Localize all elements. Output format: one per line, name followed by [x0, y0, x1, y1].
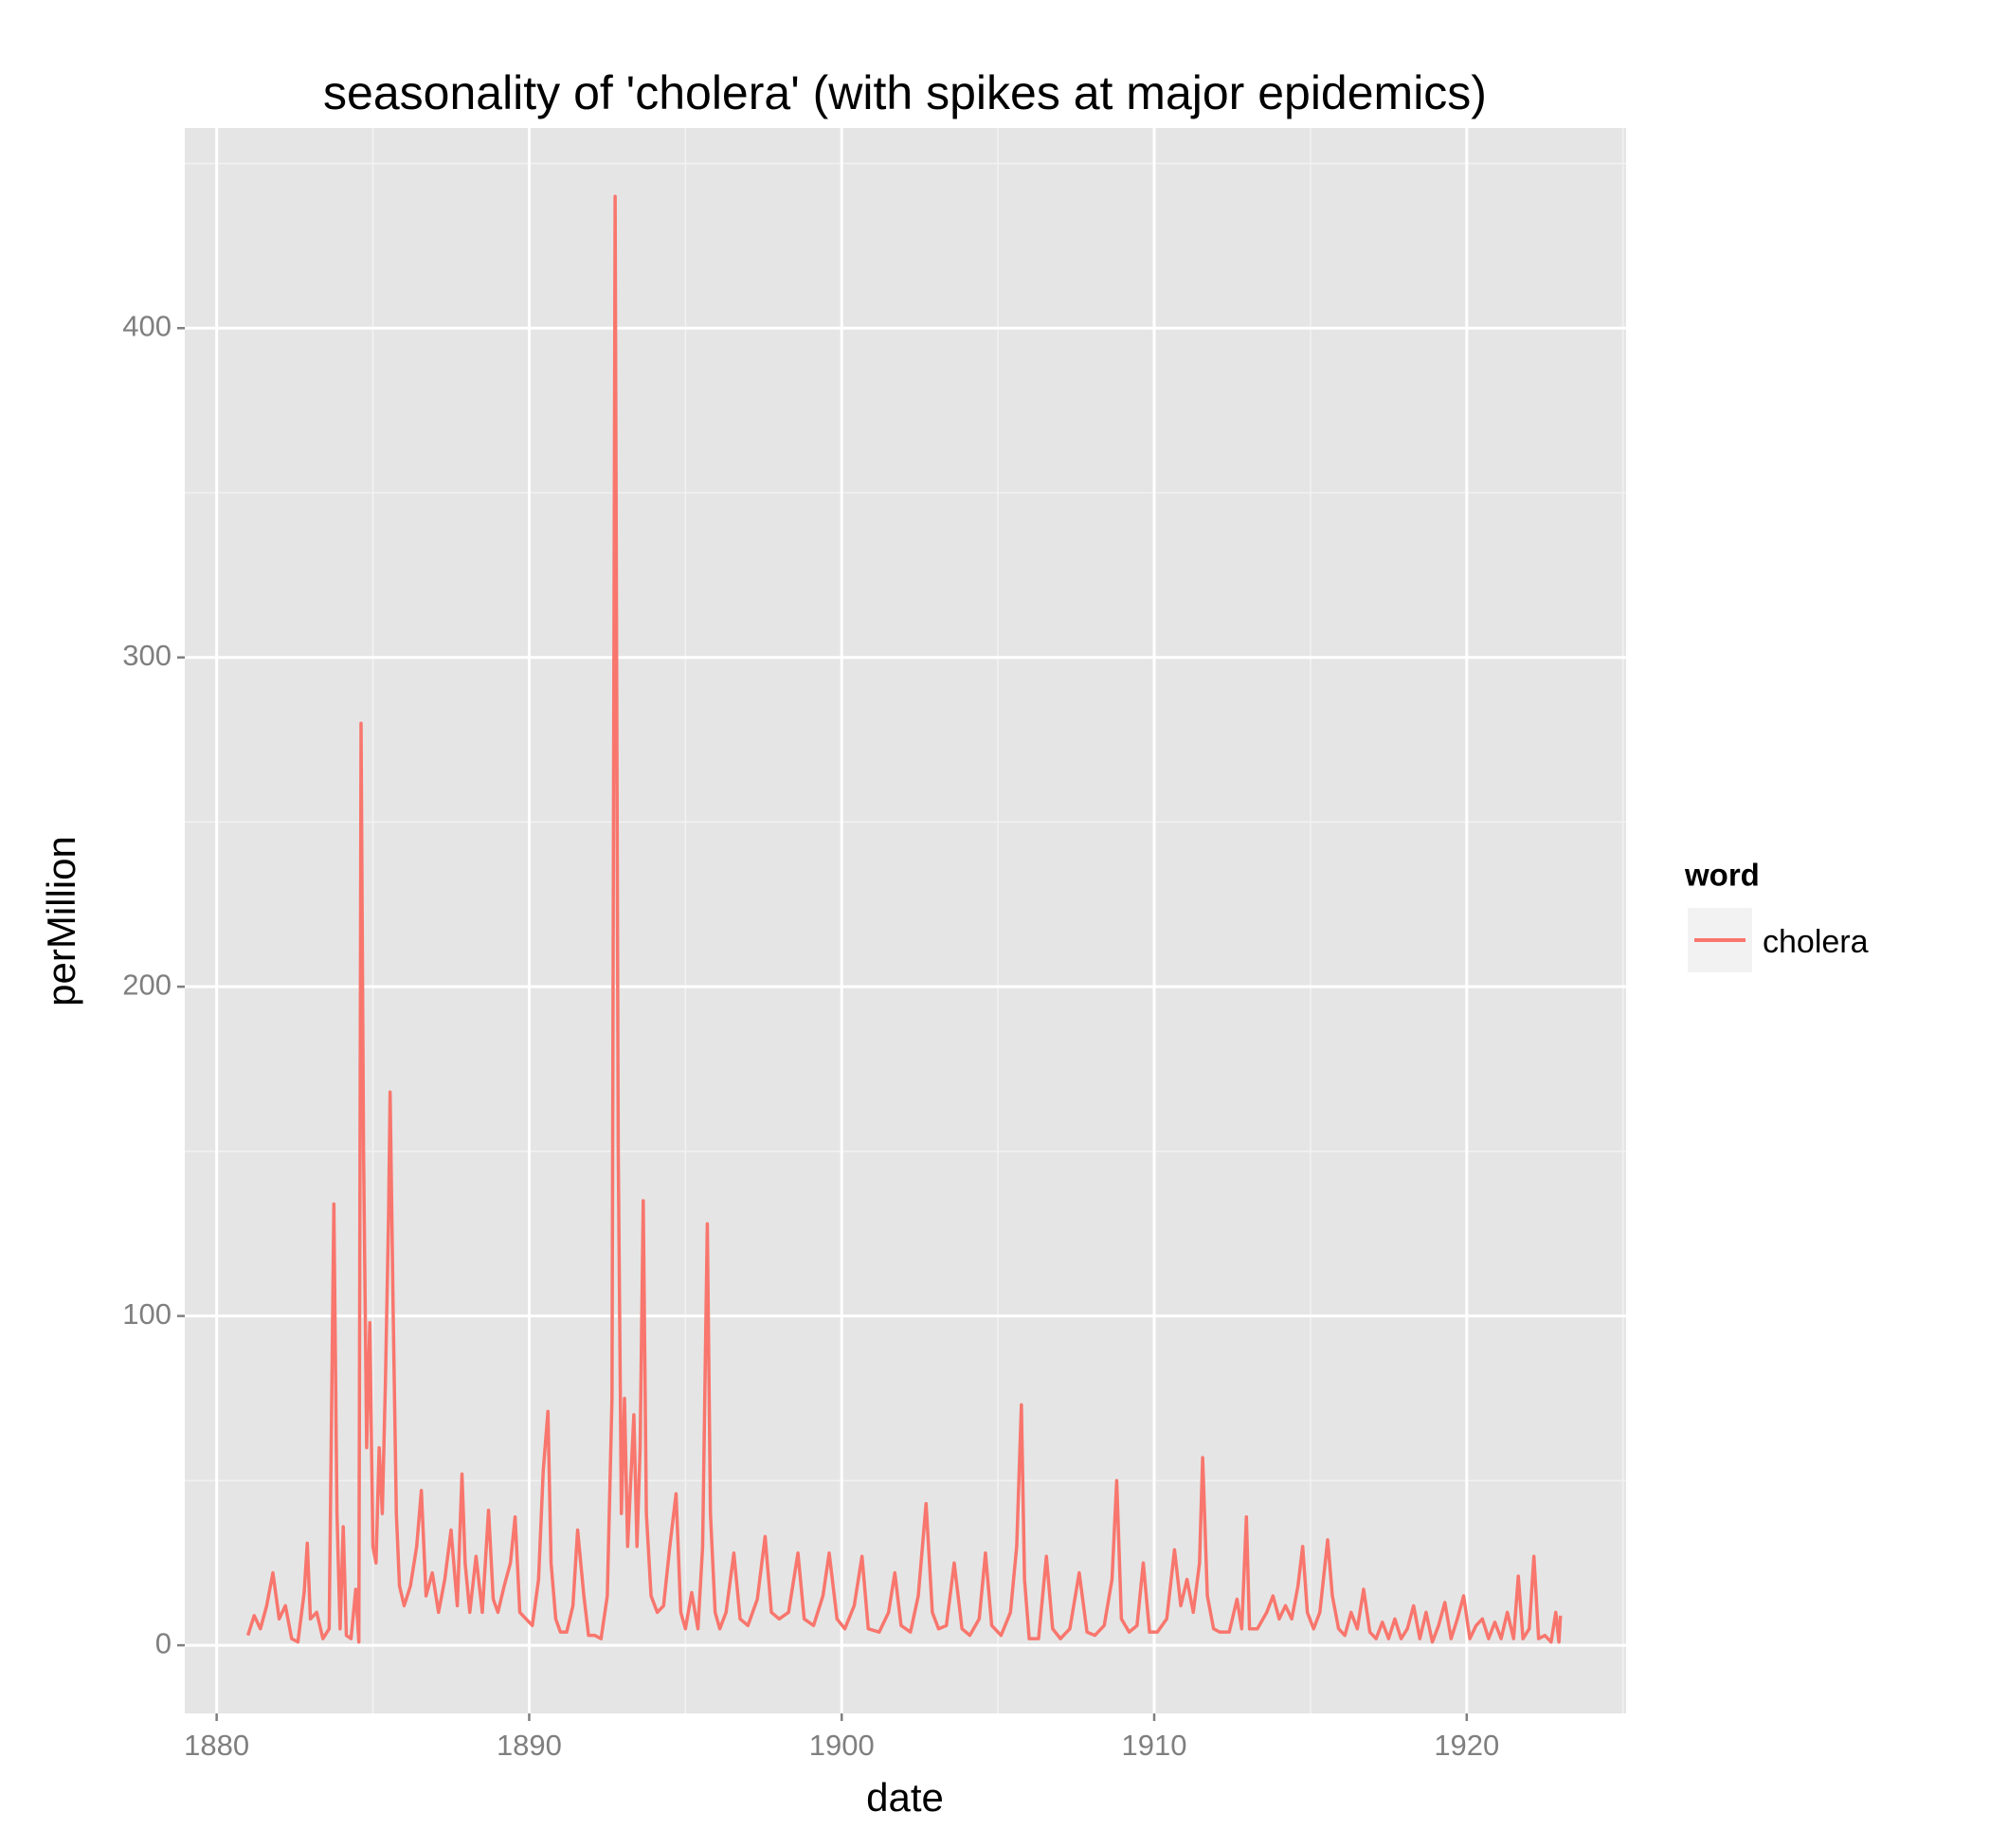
- grid: [185, 128, 1626, 1713]
- x-tick-label: 1880: [184, 1729, 249, 1762]
- series-line: [245, 194, 1563, 1644]
- chart-title: seasonality of 'cholera' (with spikes at…: [323, 66, 1487, 119]
- y-tick-label: 200: [122, 968, 172, 1001]
- x-tick-label: 1910: [1122, 1729, 1187, 1762]
- y-tick-label: 400: [122, 309, 172, 342]
- x-axis-label: date: [866, 1775, 944, 1820]
- x-tick-label: 1890: [497, 1729, 562, 1762]
- x-tick-label: 1900: [809, 1729, 875, 1762]
- y-axis-label: perMillion: [39, 836, 83, 1006]
- legend-label: cholera: [1763, 924, 1869, 960]
- legend-title: word: [1684, 858, 1760, 893]
- x-tick-label: 1920: [1434, 1729, 1499, 1762]
- y-tick-label: 0: [155, 1626, 172, 1659]
- y-tick-label: 100: [122, 1297, 172, 1331]
- y-tick-label: 300: [122, 639, 172, 672]
- panel: [185, 128, 1626, 1713]
- plot-area: [245, 194, 1563, 1644]
